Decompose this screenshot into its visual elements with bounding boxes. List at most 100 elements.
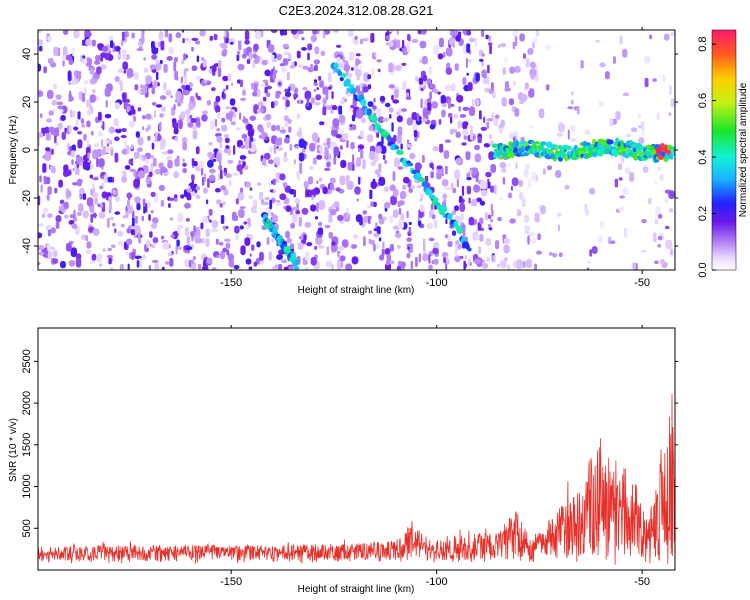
spectrogram-speckle [503, 237, 511, 245]
spectrogram-speckle [481, 259, 485, 263]
spectrogram-speckle [314, 216, 319, 220]
spectrogram-speckle [326, 161, 331, 168]
spectrogram-speckle [474, 144, 481, 151]
spectrogram-speckle [86, 197, 94, 207]
spectrogram-speckle [504, 81, 510, 91]
spectrogram-speckle [95, 54, 101, 61]
spectrogram-speckle [589, 249, 592, 257]
spectrogram-speckle [203, 187, 208, 194]
spectrogram-speckle [519, 100, 524, 105]
spectrogram-speckle [170, 95, 173, 99]
spectrogram-speckle [340, 100, 345, 104]
spectrogram-speckle [400, 213, 405, 221]
spectrogram-speckle [471, 98, 475, 107]
spectrogram-speckle [298, 216, 302, 227]
spectrogram-speckle [82, 210, 89, 219]
spectrogram-speckle [257, 108, 261, 114]
spectrogram-speckle [209, 219, 212, 223]
spectrogram-speckle [39, 45, 43, 52]
spectrogram-speckle [548, 252, 553, 256]
spectrogram-speckle [351, 256, 359, 265]
spectrogram-speckle [40, 184, 43, 193]
spectrogram-speckle [619, 195, 625, 199]
spectrogram-speckle [466, 185, 471, 195]
spectrogram-track-mark [421, 181, 428, 187]
spectrogram-speckle [479, 58, 484, 62]
spectrogram-speckle [402, 184, 407, 190]
spectrogram-speckle [277, 147, 284, 151]
spectrogram-speckle [98, 158, 105, 168]
spectrogram-speckle [599, 62, 606, 68]
spectrogram-speckle [597, 235, 603, 244]
spectrogram-speckle [38, 244, 45, 251]
spectrogram-speckle [98, 211, 106, 219]
spectrogram-speckle [296, 130, 303, 137]
spectrogram-speckle [654, 218, 659, 225]
spectrogram-speckle [388, 84, 395, 89]
spectrogram-speckle [71, 182, 79, 186]
spectrogram-speckle [576, 106, 580, 115]
spectrogram-speckle [328, 231, 334, 239]
spectrogram-band-mark [582, 140, 588, 147]
spectrogram-speckle [319, 121, 325, 126]
spectrogram-speckle [137, 136, 144, 146]
spectrogram-speckle [47, 89, 54, 100]
spectrogram-speckle [278, 263, 283, 270]
spectrogram-x-ticks: -150 -100 -50 [220, 27, 650, 289]
spectrogram-speckle [396, 244, 401, 249]
spectrogram-speckle [239, 155, 247, 160]
spectrogram-speckle [493, 117, 499, 126]
spectrogram-speckle [159, 113, 164, 118]
spectrogram-speckle [220, 43, 228, 50]
spectrogram-speckle [51, 148, 54, 155]
spectrogram-speckle [287, 137, 290, 142]
spectrogram-speckle [39, 113, 43, 118]
spectrogram-speckle [268, 251, 272, 261]
spectrogram-speckle [216, 128, 221, 132]
spectrogram-speckle [373, 52, 376, 58]
spectrogram-speckle [310, 204, 317, 212]
spectrogram-speckle [442, 193, 447, 200]
spectrogram-speckle [105, 100, 108, 108]
spectrogram-speckle [184, 75, 188, 85]
spectrogram-speckle [458, 106, 461, 112]
spectrogram-speckle [384, 159, 388, 164]
spectrogram-speckle [73, 126, 79, 131]
spectrogram-speckle [182, 162, 187, 167]
spectrogram-speckle [205, 228, 210, 237]
spectrogram-speckle [264, 196, 270, 201]
spectrogram-speckle [609, 240, 616, 244]
x-tick-label: -50 [634, 576, 650, 588]
spectrogram-speckle [114, 152, 119, 163]
spectrogram-band-mark [515, 140, 519, 147]
spectrogram-speckle [101, 166, 104, 170]
spectrogram-band-mark [613, 151, 618, 158]
spectrogram-speckle [164, 261, 170, 265]
spectrogram-speckle [333, 146, 340, 157]
spectrogram-speckle [487, 64, 490, 74]
spectrogram-track-mark [337, 70, 343, 76]
spectrogram-speckle [405, 96, 412, 100]
spectrogram-speckle [414, 162, 422, 171]
spectrogram-speckle [609, 118, 614, 127]
spectrogram-speckle [394, 89, 399, 99]
spectrogram-speckle [174, 197, 178, 202]
spectrogram-speckle [220, 215, 225, 224]
spectrogram-speckle [139, 156, 144, 161]
spectrogram-speckle [524, 214, 530, 223]
spectrogram-speckle [209, 35, 213, 41]
spectrogram-speckle [656, 115, 660, 119]
spectrogram-speckle [164, 30, 169, 38]
spectrogram-x-axis-label: Height of straight line (km) [298, 285, 415, 296]
spectrogram-speckle [670, 98, 675, 108]
spectrogram-speckle [463, 260, 466, 270]
spectrogram-speckle [254, 30, 261, 40]
spectrogram-speckle [242, 89, 246, 96]
spectrogram-speckle [517, 209, 521, 217]
spectrogram-speckle [64, 127, 67, 133]
spectrogram-speckle [619, 35, 623, 45]
spectrogram-speckle [117, 230, 124, 237]
spectrogram-speckle [311, 195, 314, 200]
spectrogram-speckle [367, 74, 371, 80]
spectrogram-speckle [150, 244, 156, 248]
